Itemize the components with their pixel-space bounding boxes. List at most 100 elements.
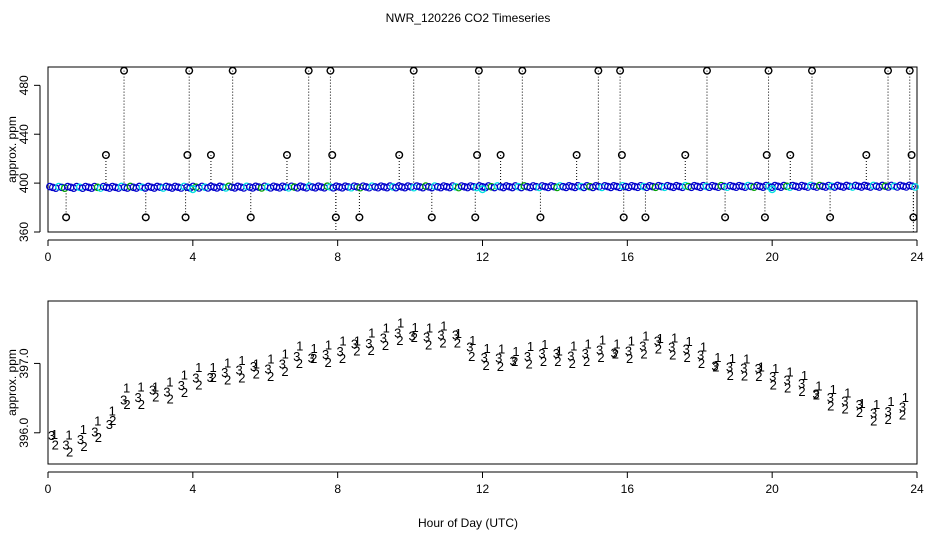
- mid-flag-point: [617, 150, 626, 159]
- series-1-point: 1: [585, 337, 592, 352]
- series-1-point: 1: [714, 350, 721, 365]
- series-1-point: 1: [152, 379, 159, 394]
- high-flag-point: [185, 66, 194, 75]
- series-1-point: 1: [859, 396, 866, 411]
- series-1-point: 1: [210, 360, 217, 375]
- series-2-point: 2: [554, 354, 561, 369]
- series-1-point: 1: [628, 333, 635, 348]
- series-2-point: 2: [698, 356, 705, 371]
- low-flag-point: [619, 213, 628, 222]
- series-1-point: 1: [267, 352, 274, 367]
- top-y-tick-label: 440: [17, 124, 31, 144]
- series-1-point: 1: [166, 374, 173, 389]
- series-3-point: 3: [178, 378, 185, 393]
- series-2-point: 2: [167, 392, 174, 407]
- low-flag-point: [721, 213, 730, 222]
- series-3-point: 3: [351, 336, 358, 351]
- series-1-point: 1: [729, 351, 736, 366]
- series-2-point: 2: [813, 388, 820, 403]
- series-1-point: 1: [556, 343, 563, 358]
- series-3-point: 3: [336, 344, 343, 359]
- series-1-point: 1: [512, 344, 519, 359]
- series-3-point: 3: [740, 360, 747, 375]
- series-3-point: 3: [596, 342, 603, 357]
- series-3-point: 3: [149, 383, 156, 398]
- high-flag-point: [474, 66, 483, 75]
- series-3-point: 3: [538, 346, 545, 361]
- baseline-point: [908, 182, 917, 190]
- top-x-tick-label: 8: [334, 250, 341, 264]
- series-3-point: 3: [279, 357, 286, 372]
- series-3-point: 3: [711, 358, 718, 373]
- low-flag-point: [536, 213, 545, 222]
- series-3-point: 3: [62, 437, 69, 452]
- mid-flag-point: [762, 150, 771, 159]
- bottom-y-tick-label: 396.0: [17, 417, 31, 447]
- bottom-plot-frame: [47, 300, 918, 465]
- series-3-point: 3: [654, 334, 661, 349]
- series-3-point: 3: [264, 361, 271, 376]
- series-2-point: 2: [339, 351, 346, 366]
- high-flag-point: [616, 66, 625, 75]
- series-3-point: 3: [308, 351, 315, 366]
- series-2-point: 2: [526, 357, 533, 372]
- series-1-point: 1: [80, 422, 87, 437]
- series-3-point: 3: [106, 417, 113, 432]
- low-flag-point: [355, 213, 364, 222]
- series-2-point: 2: [583, 354, 590, 369]
- series-2-point: 2: [827, 398, 834, 413]
- series-1-point: 1: [887, 394, 894, 409]
- bottom-x-tick-label: 4: [189, 482, 196, 496]
- series-2-point: 2: [281, 364, 288, 379]
- series-1-point: 1: [815, 378, 822, 393]
- series-3-point: 3: [120, 392, 127, 407]
- series-2-point: 2: [569, 356, 576, 371]
- series-3-point: 3: [452, 327, 459, 342]
- series-1-point: 1: [383, 320, 390, 335]
- top-panel: 0 4 8 12 16 20 24 360 400 440 480 approx. ppm: [5, 66, 924, 264]
- series-2-point: 2: [770, 377, 777, 392]
- top-plot-frame: [47, 66, 918, 233]
- series-1-point: 1: [743, 352, 750, 367]
- series-3-point: 3: [365, 336, 372, 351]
- series-2-point: 2: [439, 336, 446, 351]
- series-1-point: 1: [786, 364, 793, 379]
- series-3-point: 3: [510, 354, 517, 369]
- series-1-point: 1: [238, 353, 245, 368]
- series-1-point: 1: [51, 427, 58, 442]
- series-2-point: 2: [109, 413, 116, 428]
- series-2-point: 2: [468, 349, 475, 364]
- high-flag-point: [764, 66, 773, 75]
- baseline-point: [911, 183, 919, 191]
- series-1-point: 1: [772, 361, 779, 376]
- series-3-point: 3: [77, 432, 84, 447]
- top-x-tick-label: 24: [910, 250, 924, 264]
- series-3-point: 3: [250, 359, 257, 374]
- low-flag-point: [826, 213, 835, 222]
- series-1-point: 1: [310, 341, 317, 356]
- series-1-point: 1: [296, 339, 303, 354]
- series-2-point: 2: [712, 359, 719, 374]
- series-2-point: 2: [885, 412, 892, 427]
- x-axis-label: Hour of Day (UTC): [418, 516, 518, 530]
- high-flag-point: [395, 150, 404, 159]
- series-3-point: 3: [48, 428, 55, 443]
- series-2-point: 2: [727, 368, 734, 383]
- series-3-point: 3: [207, 370, 214, 385]
- series-2-point: 2: [482, 358, 489, 373]
- series-3-point: 3: [163, 384, 170, 399]
- series-2-point: 2: [195, 377, 202, 392]
- cyan-point: [188, 185, 197, 194]
- series-1-point: 1: [368, 326, 375, 341]
- series-1-point: 1: [123, 380, 130, 395]
- series-3-point: 3: [409, 329, 416, 344]
- series-1-point: 1: [541, 337, 548, 352]
- series-3-point: 3: [899, 399, 906, 414]
- series-1-point: 1: [657, 331, 664, 346]
- cyan-point: [768, 185, 777, 194]
- mid-flag-point: [473, 150, 482, 159]
- high-flag-point: [905, 66, 914, 75]
- series-3: 33 3 333 3 3 3 33 3 3 3 3 3 3 3 3 3 33 3 3 3 3 3 3 333 3 3 3 3 3 3 3 3 3…: [48, 325, 906, 452]
